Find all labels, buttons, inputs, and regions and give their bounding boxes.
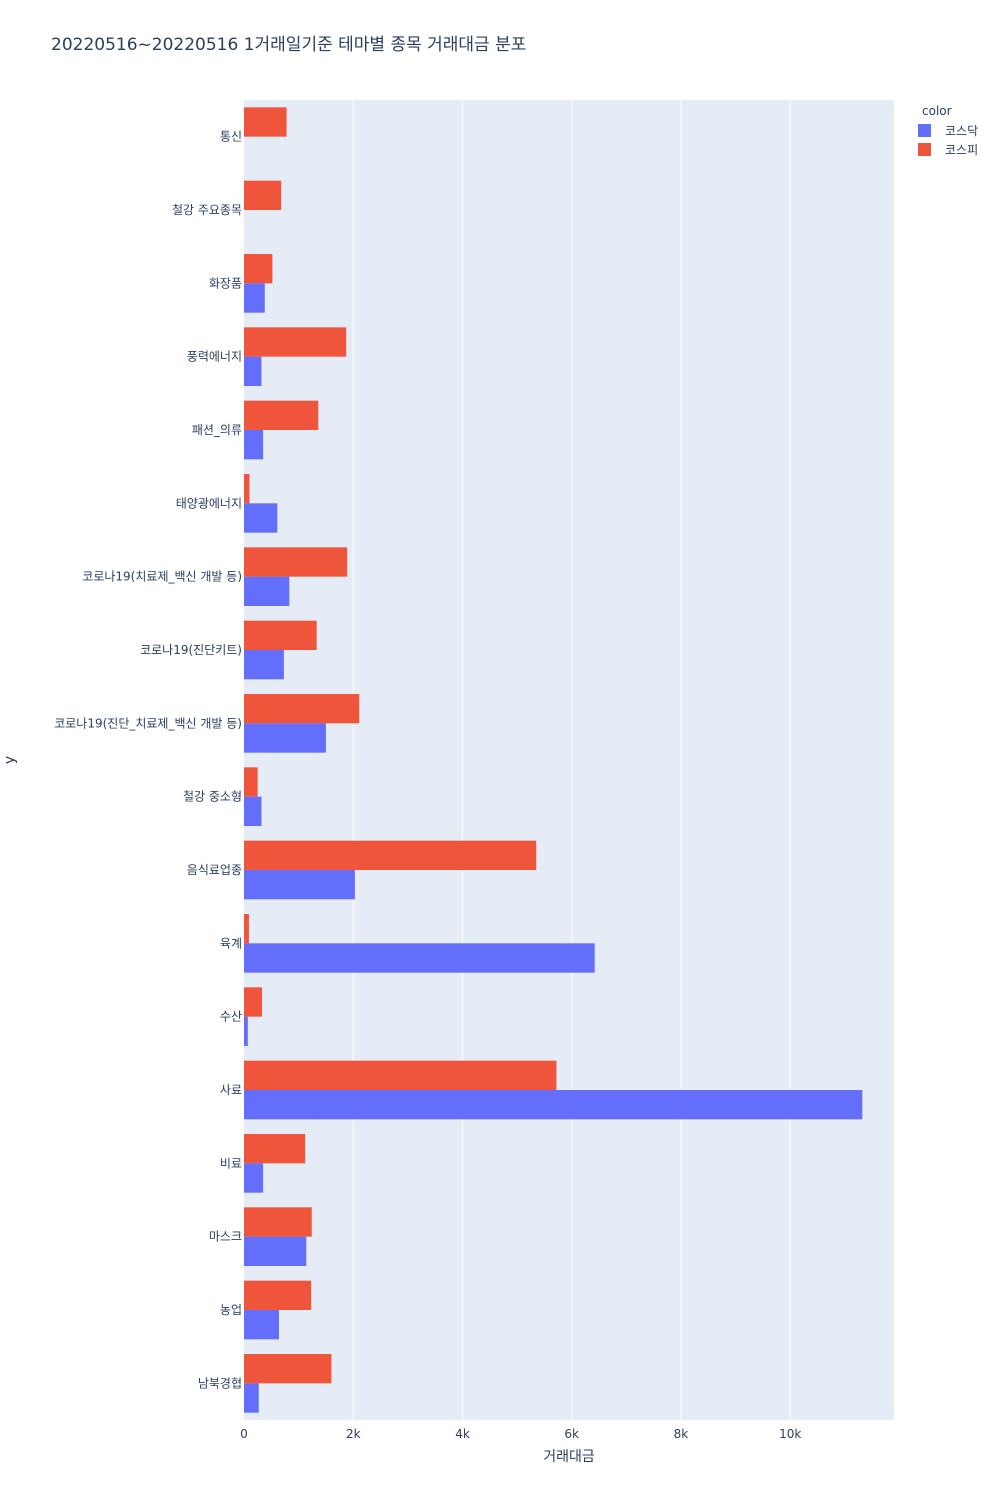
bars	[244, 107, 863, 1413]
y-tick-label: 철강 중소형	[183, 790, 242, 804]
x-tick-label: 8k	[674, 1427, 689, 1441]
x-tick-labels: 0 2k 4k 6k 8k 10k	[240, 1427, 801, 1441]
bar-kosdaq[interactable]	[244, 650, 284, 680]
bar-kosdaq[interactable]	[244, 1090, 863, 1120]
bar-kospi[interactable]	[244, 547, 348, 577]
bar-kosdaq[interactable]	[244, 503, 278, 533]
bar-kospi[interactable]	[244, 1354, 332, 1384]
chart-title: 20220516~20220516 1거래일기준 테마별 종목 거래대금 분포	[51, 35, 527, 55]
y-tick-label: 비료	[220, 1156, 242, 1170]
x-tick-label: 6k	[564, 1427, 579, 1441]
legend-label-kosdaq: 코스닥	[945, 123, 979, 138]
bar-kospi[interactable]	[244, 767, 258, 797]
bar-kosdaq[interactable]	[244, 1236, 307, 1266]
bar-kospi[interactable]	[244, 400, 319, 430]
bar-kosdaq[interactable]	[244, 1310, 279, 1340]
bar-kosdaq[interactable]	[244, 723, 326, 753]
gridlines	[352, 100, 791, 1420]
y-tick-label: 육계	[220, 936, 242, 950]
bar-kosdaq[interactable]	[244, 283, 265, 313]
bar-kosdaq[interactable]	[244, 1163, 264, 1193]
bar-kospi[interactable]	[244, 1134, 306, 1164]
bar-kosdaq[interactable]	[244, 356, 262, 386]
bar-kospi[interactable]	[244, 107, 287, 137]
x-tick-label: 2k	[346, 1427, 361, 1441]
y-tick-label: 화장품	[209, 276, 242, 290]
y-axis-label: y	[2, 756, 18, 764]
bar-kosdaq[interactable]	[244, 870, 355, 900]
bar-kospi[interactable]	[244, 254, 273, 284]
bar-kospi[interactable]	[244, 694, 360, 724]
legend-swatch-kospi	[918, 142, 931, 156]
y-tick-label: 코로나19(진단_치료제_백신 개발 등)	[54, 716, 242, 730]
y-tick-label: 통신	[220, 130, 242, 144]
x-tick-label: 10k	[779, 1427, 801, 1441]
bar-kospi[interactable]	[244, 474, 250, 504]
x-tick-label: 4k	[455, 1427, 470, 1441]
y-tick-label: 태양광에너지	[176, 496, 242, 510]
bar-kosdaq[interactable]	[244, 1383, 259, 1413]
y-tick-label: 코로나19(치료제_백신 개발 등)	[82, 570, 242, 584]
bar-kospi[interactable]	[244, 1060, 557, 1090]
y-tick-label: 마스크	[209, 1230, 242, 1244]
bar-kospi[interactable]	[244, 1280, 312, 1310]
y-tick-label: 음식료업종	[187, 863, 242, 877]
legend-label-kospi: 코스피	[945, 142, 979, 157]
bar-kospi[interactable]	[244, 327, 347, 357]
bar-kospi[interactable]	[244, 1207, 312, 1237]
y-tick-label: 코로나19(진단키트)	[140, 643, 242, 657]
x-tick-label: 0	[240, 1427, 248, 1441]
plot-area-background	[244, 100, 894, 1420]
bar-kosdaq[interactable]	[244, 430, 264, 460]
bar-kosdaq[interactable]	[244, 943, 595, 973]
bar-kosdaq[interactable]	[244, 1016, 248, 1046]
bar-kospi[interactable]	[244, 840, 537, 870]
y-tick-label: 남북경협	[198, 1376, 242, 1390]
bar-kosdaq[interactable]	[244, 576, 290, 606]
bar-kospi[interactable]	[244, 180, 282, 210]
legend-swatch-kosdaq	[918, 123, 931, 137]
y-tick-label: 패션_의류	[192, 423, 242, 437]
legend-item-kospi[interactable]: 코스피	[918, 141, 978, 157]
y-tick-label: 풍력에너지	[187, 350, 242, 364]
y-tick-label: 수산	[220, 1010, 242, 1024]
bar-kosdaq[interactable]	[244, 796, 262, 826]
bar-kospi[interactable]	[244, 987, 263, 1017]
bar-kospi[interactable]	[244, 620, 317, 650]
legend-item-kosdaq[interactable]: 코스닥	[918, 122, 978, 138]
x-axis-label: 거래대금	[543, 1449, 595, 1465]
y-tick-label: 철강 주요종목	[172, 203, 242, 217]
y-tick-label: 사료	[220, 1083, 242, 1097]
bar-kospi[interactable]	[244, 914, 249, 944]
legend-title: color	[922, 104, 952, 118]
y-tick-label: 농업	[220, 1303, 242, 1317]
